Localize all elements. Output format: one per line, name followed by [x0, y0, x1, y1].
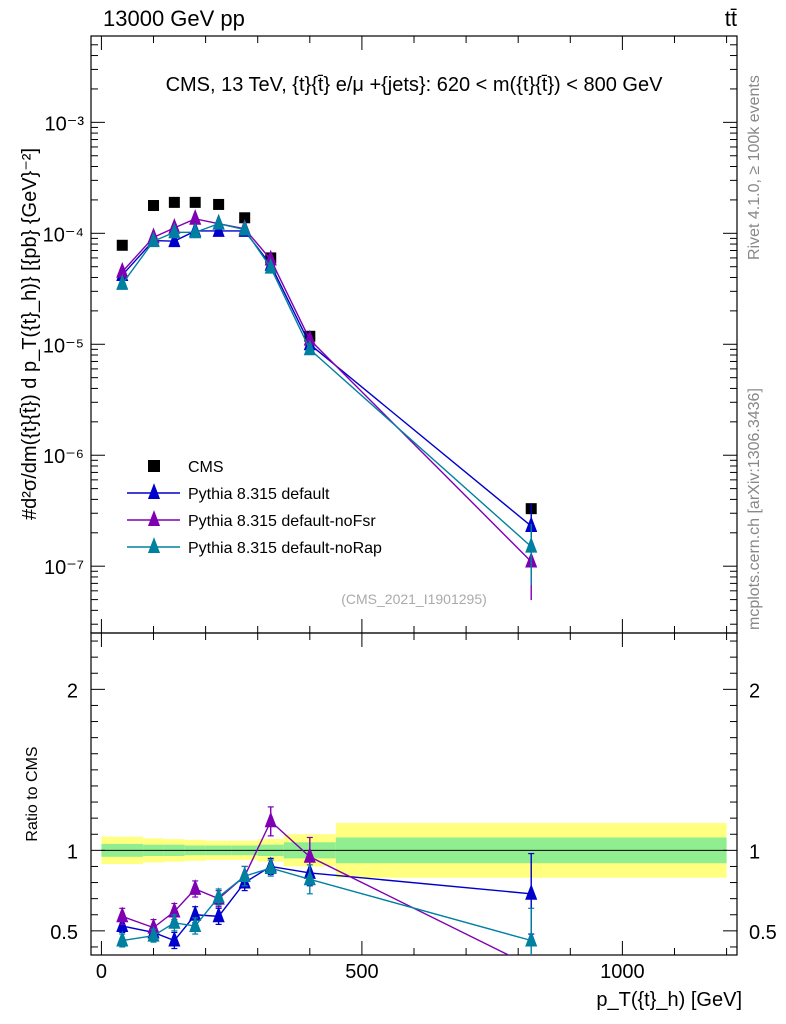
y-tick-label: 10⁻⁶ [43, 446, 84, 468]
y-tick-label: 10⁻⁵ [43, 335, 84, 357]
ratio-y-tick-label-right: 0.5 [749, 922, 777, 944]
series-marker [168, 222, 181, 239]
ratio-marker [238, 866, 251, 883]
y-tick-label: 10⁻⁴ [43, 224, 84, 246]
cms-data-point [148, 200, 160, 212]
ratio-marker [116, 906, 129, 923]
ratio-y-tick-label-right: 2 [749, 680, 760, 702]
x-axis-label: p_T({t}_h) [GeV] [596, 989, 742, 1011]
cms-data-point [189, 196, 201, 208]
legend-marker [147, 510, 161, 526]
y-tick-label: 10⁻³ [45, 113, 85, 135]
ratio-marker [116, 930, 129, 947]
legend-label: Pythia 8.315 default-noRap [188, 540, 382, 557]
main-y-axis-label: #d²σ/dm({t}{t̄}) d p_T({t}_h)} [{pb} {Ge… [19, 148, 41, 520]
series-marker [525, 536, 538, 553]
ratio-marker [264, 811, 277, 828]
main-series [116, 196, 538, 601]
y-tick-label: 10⁻⁷ [44, 557, 84, 579]
series-marker [212, 213, 225, 230]
ratio-marker [264, 858, 277, 874]
ratio-marker [168, 930, 181, 947]
series-marker [264, 249, 277, 266]
cms-data-point [116, 239, 128, 251]
series-marker [168, 231, 181, 248]
ratio-y-tick-label-right: 1 [749, 841, 760, 863]
legend-marker [147, 537, 161, 553]
ratio-marker [147, 917, 160, 934]
x-tick-label: 0 [96, 961, 107, 983]
cms-data-point [168, 196, 180, 208]
ratio-marker [303, 869, 316, 886]
ratio-marker [525, 930, 538, 947]
series-marker [147, 231, 160, 248]
series-marker [116, 261, 129, 278]
ratio-y-tick-label: 2 [67, 680, 78, 702]
series-line [121, 218, 532, 563]
legend-label: Pythia 8.315 default-noFsr [188, 513, 376, 530]
x-tick-label: 500 [345, 961, 378, 983]
ratio-series [116, 806, 538, 955]
legend-label: Pythia 8.315 default [188, 486, 330, 503]
ratio-marker [189, 904, 202, 921]
x-tick-label: 1000 [600, 961, 645, 983]
series-marker [303, 339, 316, 356]
cms-data-point [239, 212, 251, 224]
ratio-axis-ticks: 0.5 0.5 1 1 2 2 0 500 1000 [50, 633, 777, 983]
mcplots-label: mcplots.cern.ch [arXiv:1306.3436] [746, 388, 763, 630]
cms-data-point [213, 198, 225, 210]
ratio-marker [147, 925, 160, 942]
ratio-marker [189, 916, 202, 932]
analysis-watermark: (CMS_2021_I1901295) [341, 591, 487, 607]
ratio-marker [168, 912, 181, 929]
ratio-y-axis-label: Ratio to CMS [24, 746, 41, 841]
ratio-marker [525, 883, 538, 900]
ratio-marker [212, 906, 225, 923]
main-axis-ticks: 10⁻³ 10⁻⁴ 10⁻⁵ 10⁻⁶ 10⁻⁷ [43, 35, 737, 633]
main-panel: CMS, 13 TeV, {t}{t̄} e/μ +{jets}: 620 < … [19, 35, 738, 634]
legend-label: CMS [188, 459, 224, 476]
main-title: CMS, 13 TeV, {t}{t̄} e/μ +{jets}: 620 < … [166, 74, 664, 96]
ratio-marker [168, 901, 181, 918]
ratio-y-tick-label: 1 [67, 841, 78, 863]
ratio-uncertainty-bands [101, 822, 727, 878]
ratio-marker [303, 846, 316, 863]
series-marker [189, 208, 202, 225]
ratio-y-tick-label: 0.5 [50, 922, 78, 944]
series-line [121, 230, 532, 527]
legend-marker [147, 483, 161, 499]
ratio-marker [189, 879, 202, 895]
process-label: tt̄ [725, 6, 737, 31]
rivet-version-label: Rivet 4.1.0, ≥ 100k events [746, 75, 763, 260]
ratio-frame [90, 632, 738, 956]
legend-marker [148, 460, 160, 472]
ratio-marker [212, 887, 225, 903]
series-marker [238, 219, 251, 236]
ratio-series-group [116, 858, 538, 955]
series-marker [264, 257, 277, 274]
series-marker [189, 222, 202, 239]
ratio-panel: 0.5 0.5 1 1 2 2 0 500 1000 Ratio to CMS p_T({t}_… [24, 632, 777, 1011]
energy-label: 13000 GeV pp [103, 6, 245, 31]
series-marker [116, 273, 129, 290]
legend: CMS Pythia 8.315 default Pythia 8.315 defa… [127, 459, 382, 557]
